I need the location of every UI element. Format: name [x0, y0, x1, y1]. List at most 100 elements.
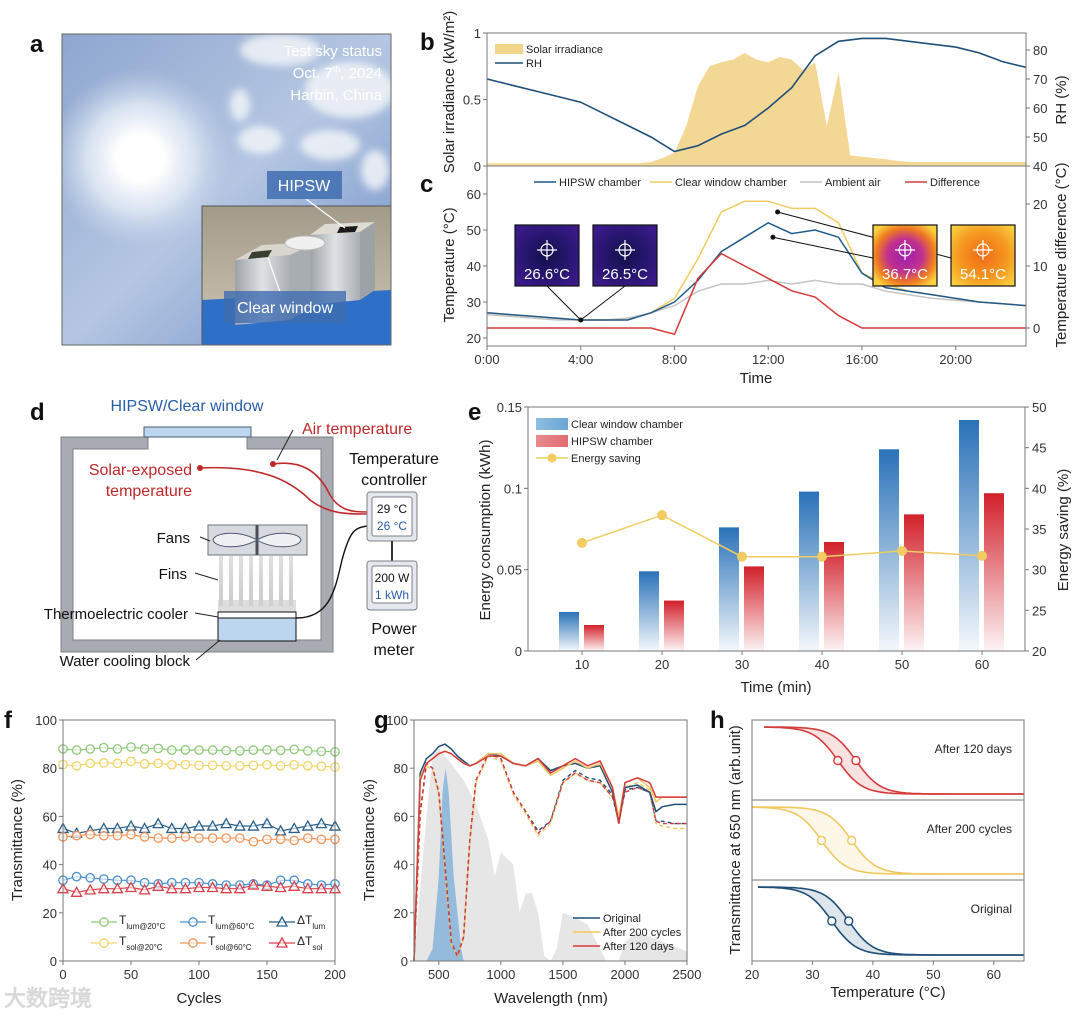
- circle-marker: [248, 836, 259, 847]
- bar-hipsw: [824, 542, 844, 651]
- b-yr-tick-label: 70: [1033, 72, 1047, 87]
- c-x-tick-label: 20:00: [939, 352, 972, 367]
- triangle-marker: [97, 882, 110, 894]
- circle-marker: [153, 833, 164, 843]
- c-x-tick-label: 16:00: [846, 352, 879, 367]
- fin-base: [218, 600, 296, 612]
- e-yr-tick-label: 35: [1032, 522, 1046, 537]
- legend-subscript: sol@60°C: [215, 943, 251, 952]
- triangle-marker: [275, 936, 289, 948]
- thermal-point: [775, 209, 781, 215]
- circle-marker: [85, 758, 96, 769]
- c-yr-tick-label: 10: [1033, 259, 1047, 274]
- triangle-marker: [220, 817, 233, 829]
- thermal-temperature-label: 26.6°C: [524, 266, 570, 283]
- h-x-tick-label: 20: [745, 967, 759, 982]
- legend-label-0: Original: [603, 913, 641, 925]
- circle-marker: [99, 938, 109, 948]
- power-reading: 200 W: [375, 571, 410, 585]
- g-y-tick-label: 80: [394, 761, 408, 776]
- circle-marker: [85, 829, 96, 840]
- circle-marker: [207, 760, 218, 771]
- circle-marker: [262, 759, 272, 770]
- bar-clear-window: [719, 527, 739, 651]
- triangle-marker: [260, 817, 274, 829]
- heating-curve-2: [758, 886, 1024, 956]
- legend-solar-swatch: [495, 44, 523, 54]
- g-y-tick-label: 20: [394, 906, 408, 921]
- panel-label-g: g: [374, 707, 389, 734]
- e-yr-tick-label: 45: [1032, 441, 1046, 456]
- energy-saving-point: [977, 550, 987, 561]
- c-y-tick-label: 60: [467, 187, 481, 202]
- location-text: Harbin, China: [290, 87, 382, 104]
- b-yr-tick-label: 50: [1033, 130, 1047, 145]
- subpanel-label-0: After 120 days: [935, 742, 1012, 756]
- panel-label-e: e: [468, 399, 481, 426]
- fans-label: Fans: [157, 530, 190, 547]
- chamber-wall: [60, 436, 334, 653]
- controller-label-1: Temperature: [349, 451, 439, 468]
- controller-reading-air: 29 °C: [377, 502, 407, 516]
- g-x-tick-label: 2000: [610, 967, 639, 982]
- e-yr-tick-label: 50: [1032, 400, 1046, 415]
- g-x-tick-label: 1000: [486, 967, 515, 982]
- circle-marker: [194, 833, 204, 843]
- circle-marker: [153, 743, 164, 754]
- triangle-marker: [288, 822, 301, 834]
- f-y-tick-label: 20: [43, 906, 57, 921]
- clear-window-sample: [248, 250, 272, 259]
- circle-marker: [207, 833, 218, 843]
- solar-spectrum-area: [414, 748, 687, 961]
- f-x-tick-label: 150: [256, 967, 278, 982]
- air-temperature-label: Air temperature: [302, 421, 412, 438]
- fins-label: Fins: [159, 566, 187, 583]
- b-yr-tick-label: 40: [1033, 159, 1047, 174]
- circle-marker: [275, 745, 286, 756]
- date-superscript: th: [333, 64, 341, 74]
- hysteresis-area-1: [752, 807, 1024, 874]
- c-x-tick-label: 12:00: [752, 352, 785, 367]
- legend-clear-label: Clear window chamber: [571, 419, 683, 431]
- triangle-marker: [247, 878, 260, 890]
- circle-marker: [71, 871, 82, 882]
- circle-marker: [180, 759, 191, 770]
- thermal-pointer: [772, 236, 874, 259]
- legend-clear-swatch: [536, 418, 568, 430]
- date-text: Oct. 7th, 2024: [293, 64, 382, 82]
- transition-marker: [847, 835, 857, 846]
- e-x-tick-label: 40: [815, 657, 829, 672]
- circle-marker: [139, 744, 150, 754]
- circle-marker: [188, 917, 198, 927]
- circle-marker: [275, 834, 286, 845]
- bar-clear-window: [959, 420, 979, 651]
- transition-marker: [827, 916, 837, 926]
- circle-marker: [207, 745, 218, 755]
- legend-symbol: ΔT: [297, 934, 313, 948]
- charts: b 0 0.5 1 40 50 60 70 80 Solar irradiance (kW/m²)…: [4, 11, 1072, 1007]
- e-y-tick-label: 0.15: [497, 400, 522, 415]
- circle-marker: [316, 746, 327, 757]
- hipsw-pointer: [305, 198, 346, 229]
- circle-marker: [99, 917, 109, 927]
- circle-marker: [139, 759, 150, 769]
- cold-state-line-2: [413, 750, 687, 962]
- tec-label: Thermoelectric cooler: [44, 606, 188, 623]
- fin: [279, 556, 283, 606]
- f-y-tick-label: 60: [43, 809, 57, 824]
- circle-marker: [126, 742, 136, 752]
- fin: [259, 556, 263, 606]
- legend-saving-marker: [547, 453, 557, 463]
- legend-label-0: HIPSW chamber: [559, 177, 641, 189]
- triangle-marker: [288, 879, 301, 891]
- g-y-tick-label: 0: [401, 954, 408, 969]
- inset-photo: [202, 206, 391, 345]
- thermal-point: [770, 234, 776, 240]
- e-x-tick-label: 60: [975, 657, 989, 672]
- circle-marker: [234, 745, 245, 756]
- date-suffix: , 2024: [340, 65, 382, 82]
- circle-marker: [221, 760, 232, 771]
- triangle-marker: [111, 882, 124, 894]
- e-y-tick-label: 0.1: [504, 481, 522, 496]
- circle-marker: [126, 756, 136, 767]
